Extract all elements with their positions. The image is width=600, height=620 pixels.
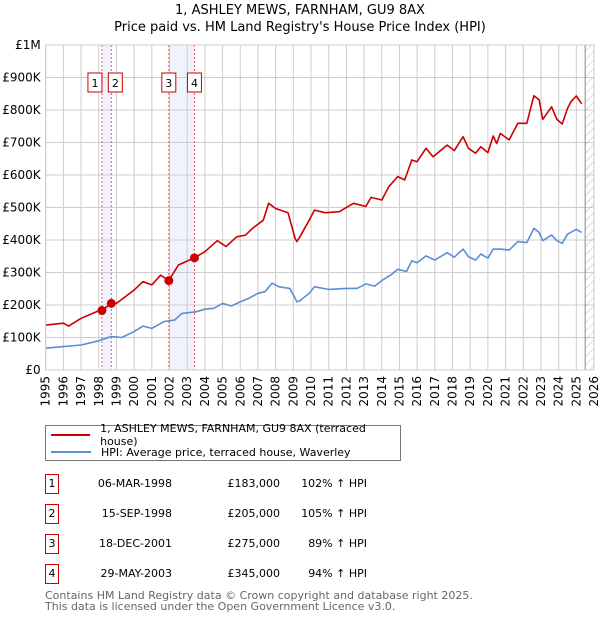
- x-tick-label: 2010: [304, 376, 318, 407]
- x-tick-label: 1996: [56, 376, 70, 407]
- sale-label-box: [161, 72, 177, 93]
- property-series-line: [45, 94, 583, 327]
- sale-label-box: [107, 72, 123, 93]
- price-chart: 1 2 3 4 £0 £100K £200K £300K £400K £500K £600K £700…: [2, 38, 600, 407]
- x-tick-label: 2015: [392, 376, 406, 407]
- x-tick-label: 2003: [180, 376, 194, 407]
- y-tick-label: £200K: [2, 298, 42, 312]
- x-tick-label: 1998: [92, 376, 106, 407]
- transaction-price: £275,000: [227, 537, 281, 550]
- sale-label-number: 4: [191, 77, 198, 90]
- x-tick-label: 1999: [109, 376, 123, 407]
- transaction-hpi-change: 94% ↑ HPI: [308, 567, 367, 580]
- transaction-row: 2 15-SEP-1998 £205,000 105% ↑ HPI: [45, 504, 385, 524]
- x-tick-label: 2001: [145, 376, 159, 407]
- transaction-row: 3 18-DEC-2001 £275,000 89% ↑ HPI: [45, 534, 385, 554]
- forecast-hatch-region: [585, 45, 594, 370]
- x-tick-label: 2011: [322, 376, 336, 407]
- transaction-date: 18-DEC-2001: [98, 537, 172, 550]
- x-tick-label: 1995: [39, 376, 53, 407]
- y-tick-label: £900K: [2, 71, 42, 85]
- transaction-number: 4: [45, 564, 59, 584]
- x-tick-label: 2017: [428, 376, 442, 407]
- transaction-number: 3: [45, 534, 59, 554]
- legend-swatch-property: [51, 434, 91, 436]
- x-tick-label: 2016: [410, 376, 424, 407]
- y-tick-label: £800K: [2, 103, 42, 117]
- transaction-hpi-change: 89% ↑ HPI: [308, 537, 367, 550]
- x-tick-label: 2008: [269, 376, 283, 407]
- x-tick-label: 2006: [233, 376, 247, 407]
- y-tick-label: £600K: [2, 168, 42, 182]
- y-tick-label: £0: [25, 363, 40, 377]
- x-tick-label: 2013: [357, 376, 371, 407]
- sale-label-number: 1: [91, 77, 98, 90]
- sale-point: [106, 298, 116, 308]
- y-tick-label: £1M: [15, 38, 41, 52]
- transaction-row: 1 06-MAR-1998 £183,000 102% ↑ HPI: [45, 474, 385, 494]
- x-tick-label: 2026: [587, 376, 600, 407]
- y-tick-label: £700K: [2, 136, 42, 150]
- transaction-hpi-change: 102% ↑ HPI: [301, 477, 367, 490]
- x-tick-label: 2009: [286, 376, 300, 407]
- x-tick-label: 2002: [163, 376, 177, 407]
- chart-title: 1, ASHLEY MEWS, FARNHAM, GU9 8AX: [175, 3, 425, 18]
- sale-label-box: [87, 72, 103, 93]
- transaction-price: £345,000: [227, 567, 281, 580]
- chart-subtitle: Price paid vs. HM Land Registry's House …: [114, 20, 486, 35]
- sale-point: [164, 276, 174, 286]
- sale-point: [189, 253, 199, 263]
- x-tick-label: 2020: [481, 376, 495, 407]
- hpi-series-line: [45, 227, 583, 349]
- transaction-price: £205,000: [227, 507, 281, 520]
- legend-label-hpi: HPI: Average price, terraced house, Wave…: [101, 445, 351, 459]
- transaction-date: 15-SEP-1998: [101, 507, 172, 520]
- footer-licence: This data is licensed under the Open Gov…: [45, 600, 396, 613]
- legend-item-hpi: HPI: Average price, terraced house, Wave…: [46, 444, 351, 460]
- transaction-price: £183,000: [227, 477, 281, 490]
- x-tick-label: 2005: [216, 376, 230, 407]
- transaction-date: 29-MAY-2003: [100, 567, 172, 580]
- x-tick-label: 2025: [569, 376, 583, 407]
- transaction-row: 4 29-MAY-2003 £345,000 94% ↑ HPI: [45, 564, 385, 584]
- footer-copyright: Contains HM Land Registry data © Crown c…: [45, 589, 473, 602]
- x-tick-label: 2019: [463, 376, 477, 407]
- y-tick-label: £400K: [2, 233, 42, 247]
- legend: 1, ASHLEY MEWS, FARNHAM, GU9 8AX (terrac…: [45, 422, 401, 461]
- sale-label-number: 2: [112, 77, 119, 90]
- x-tick-label: 2007: [251, 376, 265, 407]
- x-tick-label: 2000: [127, 376, 141, 407]
- x-tick-label: 2021: [499, 376, 513, 407]
- x-tick-label: 2022: [516, 376, 530, 407]
- x-tick-label: 2004: [198, 376, 212, 407]
- x-tick-label: 2018: [446, 376, 460, 407]
- sale-label-number: 3: [165, 77, 172, 90]
- x-tick-label: 2012: [339, 376, 353, 407]
- transaction-hpi-change: 105% ↑ HPI: [301, 507, 367, 520]
- transaction-date: 06-MAR-1998: [97, 477, 172, 490]
- x-tick-label: 2014: [375, 376, 389, 407]
- x-tick-label: 1997: [74, 376, 88, 407]
- legend-item-property: 1, ASHLEY MEWS, FARNHAM, GU9 8AX (terrac…: [46, 422, 400, 448]
- transaction-number: 1: [45, 474, 59, 494]
- sale-label-box: [186, 72, 202, 93]
- y-tick-label: £300K: [2, 266, 42, 280]
- x-tick-label: 2024: [552, 376, 566, 407]
- y-tick-label: £500K: [2, 201, 42, 215]
- plot-border: [45, 44, 595, 371]
- sale-point: [97, 306, 107, 316]
- transaction-number: 2: [45, 504, 59, 524]
- x-tick-label: 2023: [534, 376, 548, 407]
- legend-swatch-hpi: [51, 451, 91, 453]
- y-tick-label: £100K: [2, 331, 42, 345]
- legend-label-property: 1, ASHLEY MEWS, FARNHAM, GU9 8AX (terrac…: [100, 422, 366, 448]
